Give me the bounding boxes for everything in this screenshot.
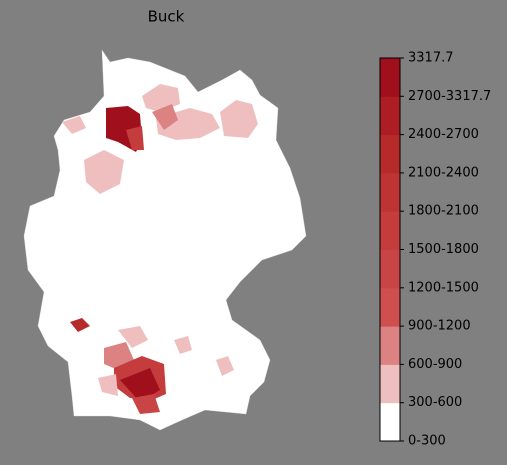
region [216,356,234,376]
region [62,116,86,134]
colorbar-segment [380,211,400,250]
colorbar-tick-label: 0-300 [408,434,446,449]
colorbar-segment [380,402,400,442]
germany-map [23,49,307,431]
colorbar-segment [380,326,400,365]
colorbar-tick-label: 1500-1800 [408,242,479,257]
colorbar-segment [380,172,400,212]
colorbar-segment [380,96,400,136]
colorbar-tick-label: 2100-2400 [408,165,479,180]
colorbar: 0-300 300-600 600-900 900-1200 1200-1500 1500… [379,51,491,449]
region [174,336,192,354]
colorbar-segment [380,364,400,404]
region [220,100,258,138]
colorbar-segment [380,249,400,289]
colorbar-tick-label: 600-900 [408,357,462,372]
colorbar-tick-label: 3317.7 [408,51,454,66]
colorbar-tick-label: 2700-3317.7 [408,89,491,104]
region [152,104,178,130]
region [98,374,118,396]
colorbar-segment [380,58,400,97]
colorbar-tick-label: 2400-2700 [408,127,479,142]
colorbar-tick-label: 1800-2100 [408,204,479,219]
colorbar-segment [380,134,400,174]
colorbar-segment [380,287,400,327]
region [120,368,160,402]
colorbar-tick-label: 1200-1500 [408,280,479,295]
region [118,326,148,348]
region [84,150,124,194]
region [132,394,160,414]
country-outline [23,49,307,431]
region [126,126,144,150]
region [70,318,90,332]
colorbar-tick-label: 300-600 [408,395,462,410]
colorbar-tick-label: 900-1200 [408,319,471,334]
map-title: Buck [148,8,185,26]
